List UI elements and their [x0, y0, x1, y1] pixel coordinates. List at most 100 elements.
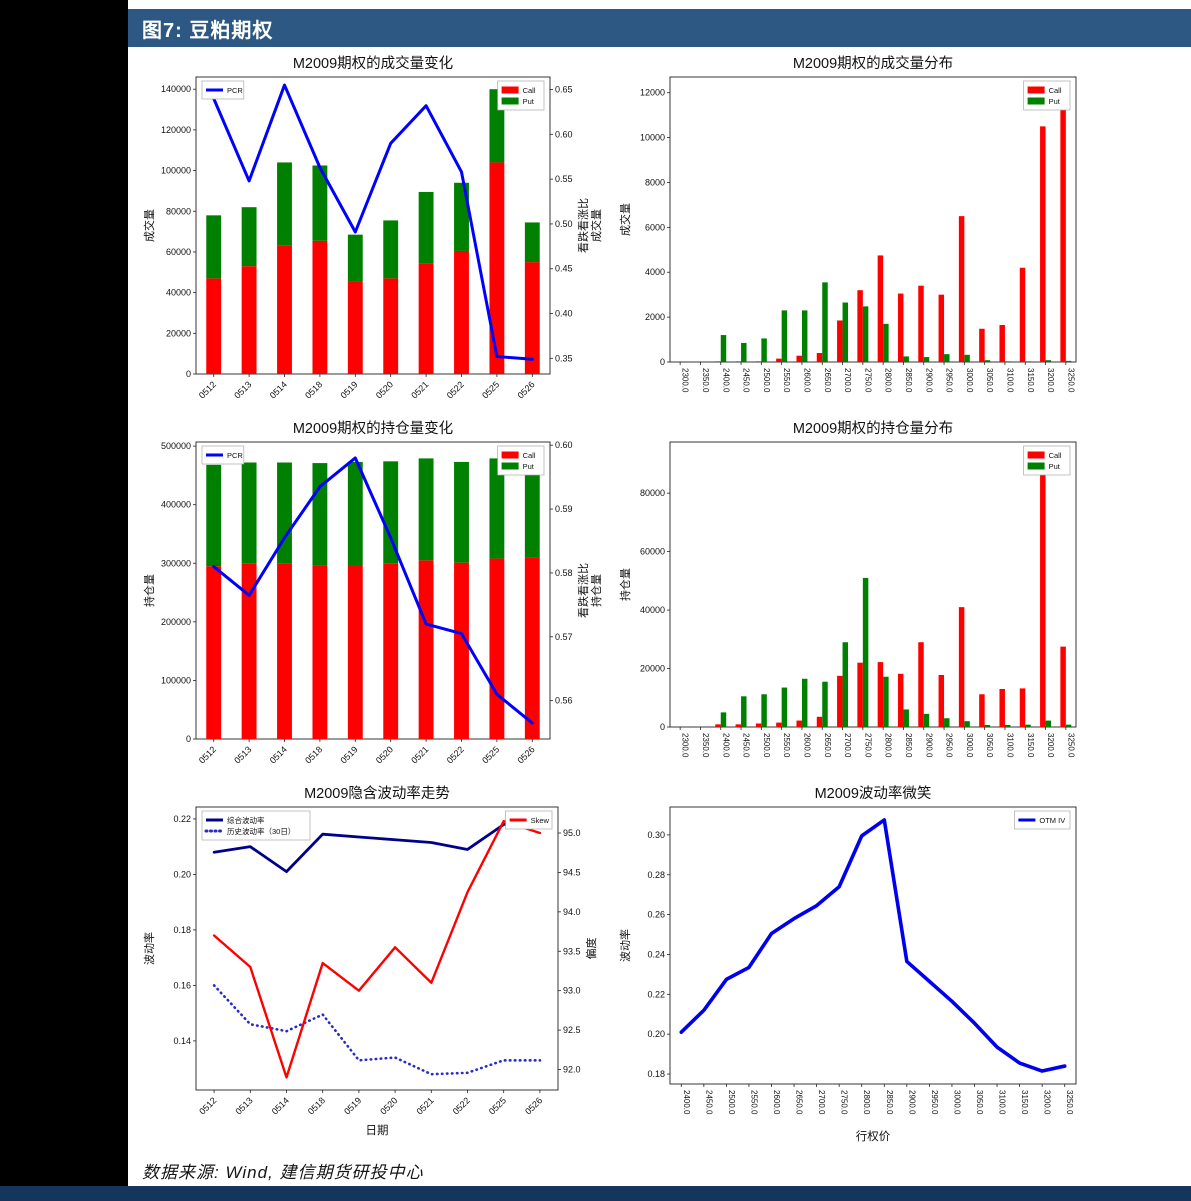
svg-text:100000: 100000 — [161, 675, 191, 685]
svg-text:成交量: 成交量 — [618, 203, 632, 236]
svg-text:200000: 200000 — [161, 617, 191, 627]
svg-text:Put: Put — [523, 462, 535, 471]
svg-text:2450.0: 2450.0 — [704, 1090, 713, 1115]
svg-text:持仓量: 持仓量 — [618, 568, 632, 601]
svg-text:2450.0: 2450.0 — [742, 368, 751, 393]
svg-text:0520: 0520 — [374, 744, 395, 765]
svg-text:2850.0: 2850.0 — [904, 368, 913, 393]
svg-text:2350.0: 2350.0 — [701, 368, 710, 393]
svg-text:93.5: 93.5 — [563, 946, 581, 956]
svg-text:0.59: 0.59 — [555, 504, 573, 514]
svg-text:日期: 日期 — [366, 1124, 389, 1137]
svg-text:2000: 2000 — [645, 312, 665, 322]
svg-text:0: 0 — [660, 722, 665, 732]
svg-text:持仓量: 持仓量 — [142, 574, 156, 607]
svg-text:80000: 80000 — [640, 488, 665, 498]
svg-text:0521: 0521 — [409, 744, 430, 765]
svg-text:M2009期权的持仓量变化: M2009期权的持仓量变化 — [293, 420, 453, 437]
svg-text:Put: Put — [1049, 97, 1061, 106]
svg-text:2500.0: 2500.0 — [727, 1090, 736, 1115]
svg-text:3200.0: 3200.0 — [1046, 368, 1055, 393]
svg-text:140000: 140000 — [161, 84, 191, 94]
svg-text:2300.0: 2300.0 — [681, 733, 690, 758]
svg-text:400000: 400000 — [161, 500, 191, 510]
svg-text:0522: 0522 — [445, 744, 466, 765]
svg-text:94.5: 94.5 — [563, 867, 581, 877]
svg-text:6000: 6000 — [645, 222, 665, 232]
svg-text:40000: 40000 — [166, 288, 191, 298]
svg-text:2500.0: 2500.0 — [762, 368, 771, 393]
svg-text:持仓量: 持仓量 — [589, 574, 603, 607]
svg-text:20000: 20000 — [640, 664, 665, 674]
svg-text:2600.0: 2600.0 — [802, 368, 811, 393]
svg-text:0512: 0512 — [197, 379, 218, 400]
svg-text:3100.0: 3100.0 — [1005, 368, 1014, 393]
svg-text:0.40: 0.40 — [555, 309, 573, 319]
svg-text:92.0: 92.0 — [563, 1065, 581, 1075]
svg-text:0522: 0522 — [445, 379, 466, 400]
svg-text:0.50: 0.50 — [555, 219, 573, 229]
svg-text:3050.0: 3050.0 — [975, 1090, 984, 1115]
svg-text:2600.0: 2600.0 — [772, 1090, 781, 1115]
svg-text:300000: 300000 — [161, 558, 191, 568]
svg-text:3250.0: 3250.0 — [1066, 368, 1075, 393]
chart-volume-distribution: M2009期权的成交量分布 0 2000 4000 6000 8000 10000 12000… — [614, 53, 1090, 418]
svg-text:2800.0: 2800.0 — [884, 733, 893, 758]
svg-text:2300.0: 2300.0 — [681, 368, 690, 393]
svg-text:2500.0: 2500.0 — [762, 733, 771, 758]
svg-text:0: 0 — [186, 369, 191, 379]
svg-text:0.22: 0.22 — [173, 814, 191, 824]
chart-iv-trend-canvas: M2009隐含波动率走势 0.14 0.16 0.18 0.20 0.22 92.0 92.5… — [142, 785, 598, 1137]
svg-text:OTM IV: OTM IV — [1039, 816, 1065, 825]
chart-oi-change: M2009期权的持仓量变化 0 100000 200000 300000 400000 50… — [138, 418, 614, 783]
svg-text:2700.0: 2700.0 — [843, 368, 852, 393]
chart-volume-change-canvas: M2009期权的成交量变化 0 20000 40000 60000 80000 100000… — [142, 54, 603, 401]
svg-text:M2009波动率微笑: M2009波动率微笑 — [815, 785, 932, 802]
svg-text:3150.0: 3150.0 — [1026, 733, 1035, 758]
svg-text:历史波动率（30日）: 历史波动率（30日） — [227, 826, 295, 836]
svg-text:8000: 8000 — [645, 177, 665, 187]
svg-text:20000: 20000 — [166, 328, 191, 338]
svg-text:行权价: 行权价 — [856, 1130, 891, 1143]
svg-text:0.24: 0.24 — [647, 949, 665, 959]
svg-text:3050.0: 3050.0 — [985, 368, 994, 393]
svg-text:2950.0: 2950.0 — [930, 1090, 939, 1115]
svg-text:120000: 120000 — [161, 125, 191, 135]
svg-text:Put: Put — [1049, 462, 1061, 471]
chart-volume-change: M2009期权的成交量变化 0 20000 40000 60000 80000 100000… — [138, 53, 614, 418]
svg-text:0519: 0519 — [338, 379, 359, 400]
svg-text:2850.0: 2850.0 — [904, 733, 913, 758]
chart-vol-smile: M2009波动率微笑 0.18 0.20 0.22 0.24 0.26 0.28 0.30 波动… — [614, 783, 1090, 1148]
svg-text:0512: 0512 — [197, 744, 218, 765]
svg-text:500000: 500000 — [161, 441, 191, 451]
svg-text:2850.0: 2850.0 — [885, 1090, 894, 1115]
svg-text:Call: Call — [523, 451, 536, 460]
chart-oi-distribution: M2009期权的持仓量分布 0 20000 40000 60000 80000 持仓量 230… — [614, 418, 1090, 783]
svg-text:0513: 0513 — [233, 1095, 254, 1116]
svg-text:3250.0: 3250.0 — [1066, 733, 1075, 758]
svg-text:0520: 0520 — [378, 1095, 399, 1116]
svg-text:2600.0: 2600.0 — [802, 733, 811, 758]
svg-text:3000.0: 3000.0 — [965, 733, 974, 758]
svg-text:0.65: 0.65 — [555, 85, 573, 95]
svg-text:0.18: 0.18 — [173, 925, 191, 935]
svg-text:0.22: 0.22 — [647, 989, 665, 999]
svg-text:0526: 0526 — [523, 1095, 544, 1116]
svg-text:0.45: 0.45 — [555, 264, 573, 274]
chart-oi-change-canvas: M2009期权的持仓量变化 0 100000 200000 300000 400000 50… — [142, 420, 603, 766]
svg-text:0.60: 0.60 — [555, 129, 573, 139]
data-source-note: 数据来源: Wind, 建信期货研投中心 — [142, 1163, 424, 1182]
svg-text:0.28: 0.28 — [647, 870, 665, 880]
svg-text:2900.0: 2900.0 — [924, 368, 933, 393]
svg-text:2550.0: 2550.0 — [782, 733, 791, 758]
svg-text:0518: 0518 — [303, 744, 324, 765]
svg-text:2650.0: 2650.0 — [795, 1090, 804, 1115]
svg-text:2900.0: 2900.0 — [907, 1090, 916, 1115]
svg-text:0512: 0512 — [197, 1095, 218, 1116]
svg-text:3100.0: 3100.0 — [998, 1090, 1007, 1115]
svg-text:PCR: PCR — [227, 86, 243, 95]
svg-text:0.14: 0.14 — [173, 1036, 191, 1046]
svg-text:4000: 4000 — [645, 267, 665, 277]
bottom-bar — [0, 1186, 1191, 1201]
chart-oi-distribution-canvas: M2009期权的持仓量分布 0 20000 40000 60000 80000 持仓量 230… — [618, 420, 1077, 758]
